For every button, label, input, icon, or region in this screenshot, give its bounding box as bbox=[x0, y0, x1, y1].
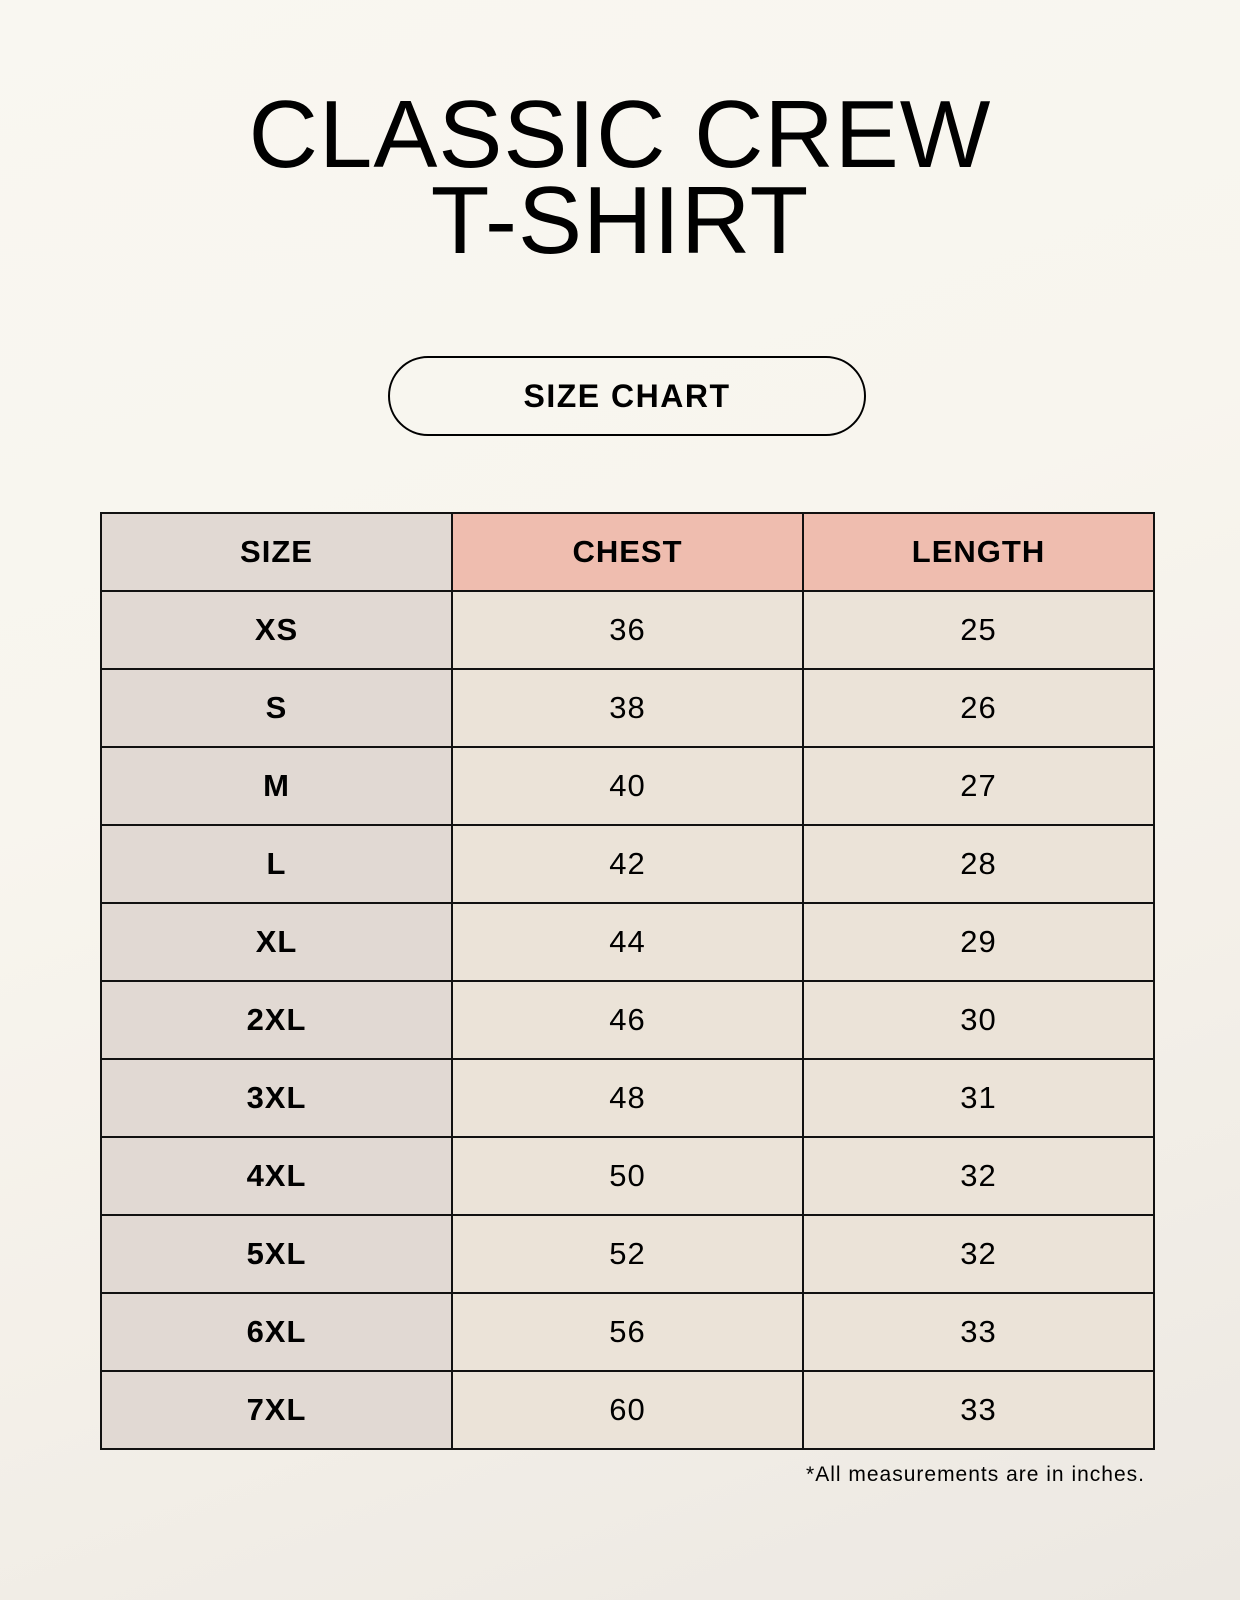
chest-cell: 40 bbox=[451, 746, 804, 826]
chest-cell: 44 bbox=[451, 902, 804, 982]
size-cell: M bbox=[100, 746, 453, 826]
table-row: XS 36 25 bbox=[100, 590, 1155, 670]
header-size: SIZE bbox=[100, 512, 453, 592]
table-row: L 42 28 bbox=[100, 824, 1155, 904]
length-cell: 30 bbox=[802, 980, 1155, 1060]
chest-cell: 46 bbox=[451, 980, 804, 1060]
title-line-2: T-SHIRT bbox=[430, 167, 810, 274]
length-cell: 33 bbox=[802, 1370, 1155, 1450]
table-row: XL 44 29 bbox=[100, 902, 1155, 982]
table-row: 6XL 56 33 bbox=[100, 1292, 1155, 1372]
table-header-row: SIZE CHEST LENGTH bbox=[100, 512, 1155, 592]
length-cell: 33 bbox=[802, 1292, 1155, 1372]
page-title: CLASSIC CREW T-SHIRT bbox=[0, 81, 1240, 274]
footnote: *All measurements are in inches. bbox=[806, 1463, 1145, 1486]
length-cell: 29 bbox=[802, 902, 1155, 982]
size-cell: 3XL bbox=[100, 1058, 453, 1138]
table-row: 3XL 48 31 bbox=[100, 1058, 1155, 1138]
length-cell: 25 bbox=[802, 590, 1155, 670]
chest-cell: 36 bbox=[451, 590, 804, 670]
table-row: S 38 26 bbox=[100, 668, 1155, 748]
chest-cell: 42 bbox=[451, 824, 804, 904]
chest-cell: 38 bbox=[451, 668, 804, 748]
table-row: 7XL 60 33 bbox=[100, 1370, 1155, 1450]
header-length: LENGTH bbox=[802, 512, 1155, 592]
chest-cell: 60 bbox=[451, 1370, 804, 1450]
chest-cell: 50 bbox=[451, 1136, 804, 1216]
size-chart-label: SIZE CHART bbox=[388, 356, 866, 436]
length-cell: 31 bbox=[802, 1058, 1155, 1138]
length-cell: 32 bbox=[802, 1214, 1155, 1294]
size-cell: 7XL bbox=[100, 1370, 453, 1450]
table-row: 5XL 52 32 bbox=[100, 1214, 1155, 1294]
size-cell: 5XL bbox=[100, 1214, 453, 1294]
size-cell: L bbox=[100, 824, 453, 904]
size-cell: 4XL bbox=[100, 1136, 453, 1216]
length-cell: 27 bbox=[802, 746, 1155, 826]
length-cell: 28 bbox=[802, 824, 1155, 904]
header-chest: CHEST bbox=[451, 512, 804, 592]
table-row: 2XL 46 30 bbox=[100, 980, 1155, 1060]
size-cell: 2XL bbox=[100, 980, 453, 1060]
size-cell: XL bbox=[100, 902, 453, 982]
size-cell: 6XL bbox=[100, 1292, 453, 1372]
chest-cell: 52 bbox=[451, 1214, 804, 1294]
size-cell: S bbox=[100, 668, 453, 748]
table-row: 4XL 50 32 bbox=[100, 1136, 1155, 1216]
size-table: SIZE CHEST LENGTH XS 36 25 S 38 26 M 40 27 L 42 28 X… bbox=[100, 512, 1155, 1450]
length-cell: 32 bbox=[802, 1136, 1155, 1216]
chest-cell: 56 bbox=[451, 1292, 804, 1372]
length-cell: 26 bbox=[802, 668, 1155, 748]
title-line-1: CLASSIC CREW bbox=[248, 81, 992, 188]
table-row: M 40 27 bbox=[100, 746, 1155, 826]
size-cell: XS bbox=[100, 590, 453, 670]
chest-cell: 48 bbox=[451, 1058, 804, 1138]
